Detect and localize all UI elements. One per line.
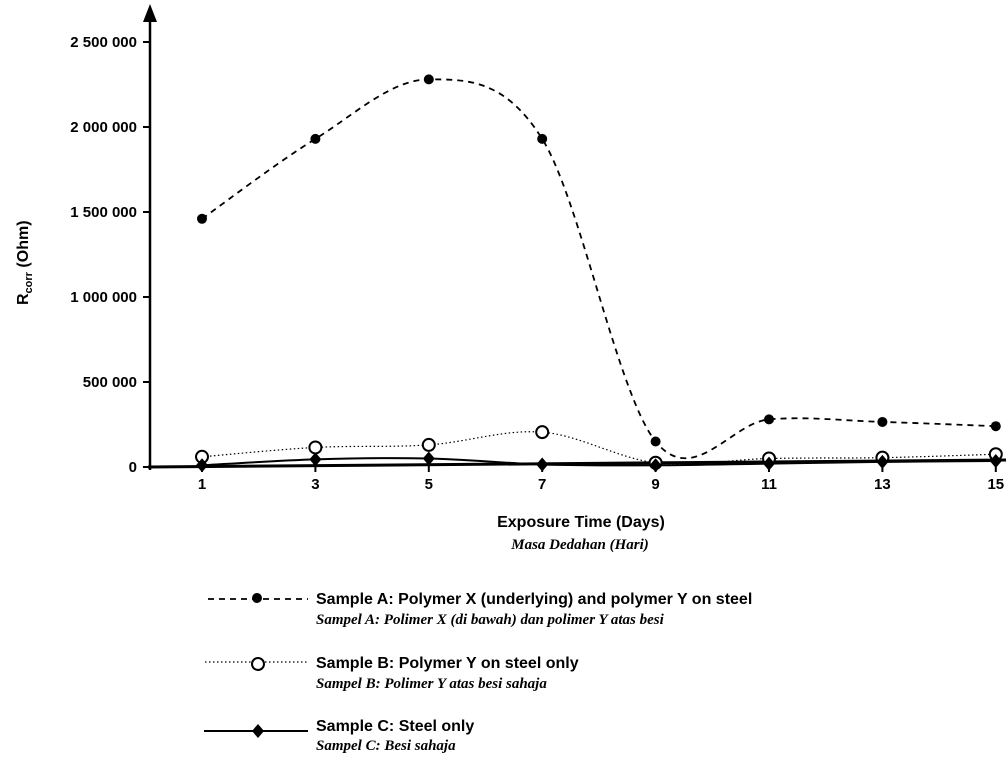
series-sample-b — [195, 425, 1003, 470]
legend-sub-sample-b: Sampel B: Polimer Y atas besi sahaja — [316, 676, 547, 692]
y-tick-label: 0 — [129, 459, 137, 476]
x-tick-label: 7 — [538, 476, 546, 493]
y-tick-label: 500 000 — [83, 374, 137, 391]
x-axis-title-secondary: Masa Dedahan (Hari) — [510, 537, 649, 553]
y-axis-ticks: 0 500 000 1 000 000 1 500 000 2 000 000 2 500… — [70, 34, 150, 476]
legend-sub-sample-c: Sampel C: Besi sahaja — [316, 738, 456, 754]
legend-marker-sample-c — [252, 724, 264, 738]
series-line-sample-a — [201, 78, 996, 460]
data-point-sample-b — [535, 425, 550, 440]
legend-marker-sample-a — [252, 593, 262, 603]
series-sample-c — [196, 451, 1002, 473]
data-point-sample-c — [989, 454, 1002, 469]
x-tick-label: 13 — [874, 476, 891, 493]
x-tick-label: 11 — [761, 476, 777, 493]
data-point-sample-a — [650, 436, 661, 447]
x-axis — [147, 458, 1006, 469]
data-point-sample-a — [310, 133, 321, 144]
data-point-sample-c — [876, 454, 889, 469]
legend-sub-sample-a: Sampel A: Polimer X (di bawah) dan polim… — [316, 612, 665, 628]
x-tick-label: 9 — [651, 476, 659, 493]
series-sample-a — [197, 74, 1001, 460]
data-point-sample-c — [196, 458, 208, 473]
x-tick-label: 5 — [425, 476, 433, 493]
data-point-sample-b — [421, 437, 436, 452]
y-axis-arrowhead — [143, 4, 157, 22]
series-layer — [195, 74, 1003, 473]
series-line-sample-c — [201, 457, 996, 467]
x-tick-label: 1 — [198, 476, 206, 493]
data-point-sample-c — [536, 457, 549, 472]
x-tick-label: 15 — [987, 476, 1004, 493]
data-point-sample-c — [649, 458, 662, 473]
data-point-sample-a — [764, 414, 774, 425]
y-axis-title-unit: (Ohm) — [15, 220, 32, 267]
data-point-sample-a — [990, 421, 1001, 432]
data-point-sample-a — [877, 416, 888, 427]
series-line-sample-b — [201, 431, 996, 465]
legend-label-sample-b: Sample B: Polymer Y on steel only — [316, 655, 579, 672]
y-axis-title-main: R — [15, 293, 32, 305]
legend-item-sample-a: Sample A: Polymer X (underlying) and pol… — [208, 591, 752, 628]
legend-item-sample-c: Sample C: Steel only Sampel C: Besi saha… — [204, 718, 474, 754]
y-axis-title: Rcorr (Ohm) — [15, 220, 35, 305]
legend-label-sample-a: Sample A: Polymer X (underlying) and pol… — [316, 591, 752, 608]
data-point-sample-c — [422, 451, 435, 466]
data-point-sample-c — [309, 452, 322, 467]
x-tick-label: 3 — [311, 476, 319, 493]
data-point-sample-a — [197, 213, 207, 224]
y-tick-label: 2 000 000 — [70, 119, 137, 136]
x-axis-ticks: 1 3 5 7 9 11 13 15 — [198, 464, 1004, 493]
data-point-sample-a — [537, 133, 548, 144]
data-point-sample-a — [423, 74, 434, 85]
y-axis-title-subscript: corr — [23, 271, 35, 293]
legend-marker-sample-b — [251, 657, 265, 671]
y-tick-label: 1 500 000 — [70, 204, 137, 221]
data-point-sample-c — [763, 456, 775, 471]
data-point-sample-b — [308, 440, 323, 455]
y-tick-label: 2 500 000 — [70, 34, 137, 51]
legend: Sample A: Polymer X (underlying) and pol… — [204, 591, 752, 754]
x-axis-title: Exposure Time (Days) — [497, 514, 665, 531]
legend-label-sample-c: Sample C: Steel only — [316, 718, 474, 735]
y-tick-label: 1 000 000 — [70, 289, 137, 306]
legend-item-sample-b: Sample B: Polymer Y on steel only Sampel… — [205, 655, 579, 692]
